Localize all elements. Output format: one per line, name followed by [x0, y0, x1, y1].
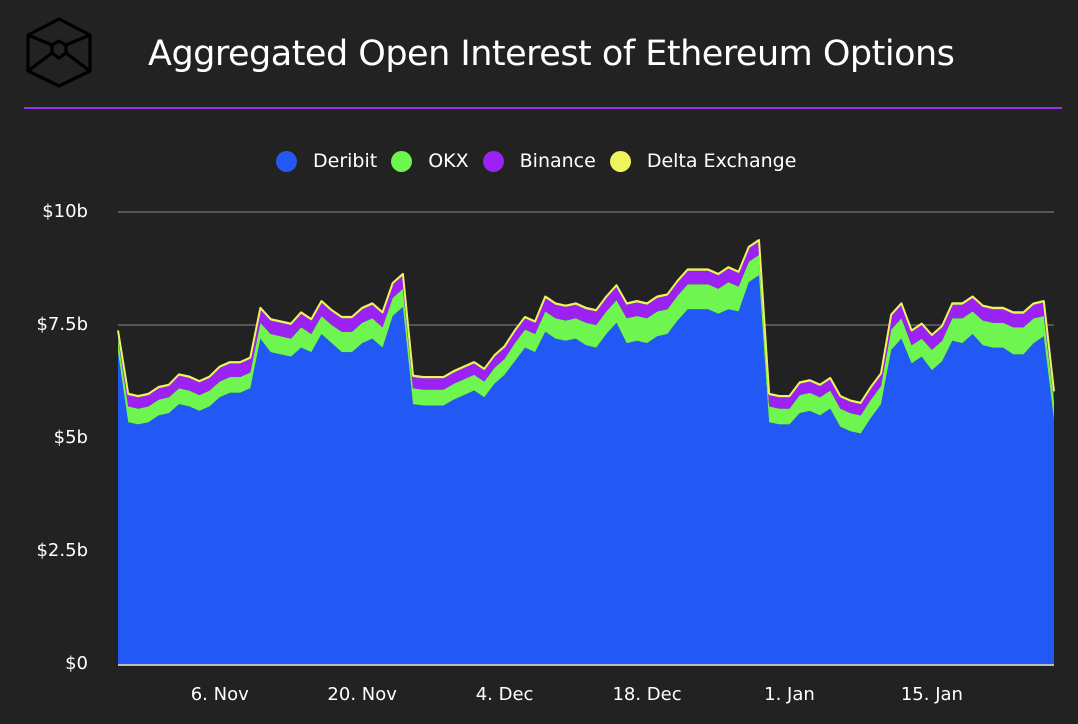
y-tick-label: $2.5b — [36, 540, 88, 561]
y-tick-label: $10b — [42, 201, 88, 222]
title-divider — [24, 107, 1062, 109]
legend-label: Delta Exchange — [646, 150, 797, 172]
legend-item-deribit[interactable]: Deribit — [276, 150, 377, 172]
area-okx — [118, 254, 1054, 434]
x-tick-label: 20. Nov — [327, 684, 397, 705]
line-delta-exchange — [117, 239, 1055, 404]
hexagon-cube-logo-icon — [26, 17, 92, 88]
legend-label: OKX — [428, 150, 469, 172]
legend-marker — [391, 150, 413, 172]
legend-label: Deribit — [313, 150, 378, 172]
x-tick-label: 18. Dec — [612, 684, 682, 705]
legend-item-delta-exchange[interactable]: Delta Exchange — [609, 150, 797, 172]
x-tick-label: 6. Nov — [190, 684, 249, 705]
x-tick-label: 1. Jan — [764, 684, 815, 705]
area-deribit — [118, 275, 1054, 664]
legend-label: Binance — [519, 150, 596, 172]
y-tick-label: $5b — [53, 427, 88, 448]
x-tick-label: 15. Jan — [900, 684, 963, 705]
legend-marker — [482, 150, 504, 172]
chart-legend: Deribit OKX Binance Delta Exchange — [276, 150, 810, 172]
legend-marker — [276, 150, 297, 172]
legend-item-binance[interactable]: Binance — [482, 150, 596, 172]
page-title: Aggregated Open Interest of Ethereum Opt… — [148, 34, 955, 74]
x-tick-label: 4. Dec — [475, 684, 534, 705]
y-tick-label: $7.5b — [36, 314, 88, 335]
area-binance — [118, 241, 1054, 416]
legend-marker — [609, 150, 631, 172]
y-tick-label: $0 — [65, 653, 88, 674]
legend-item-okx[interactable]: OKX — [391, 150, 469, 172]
